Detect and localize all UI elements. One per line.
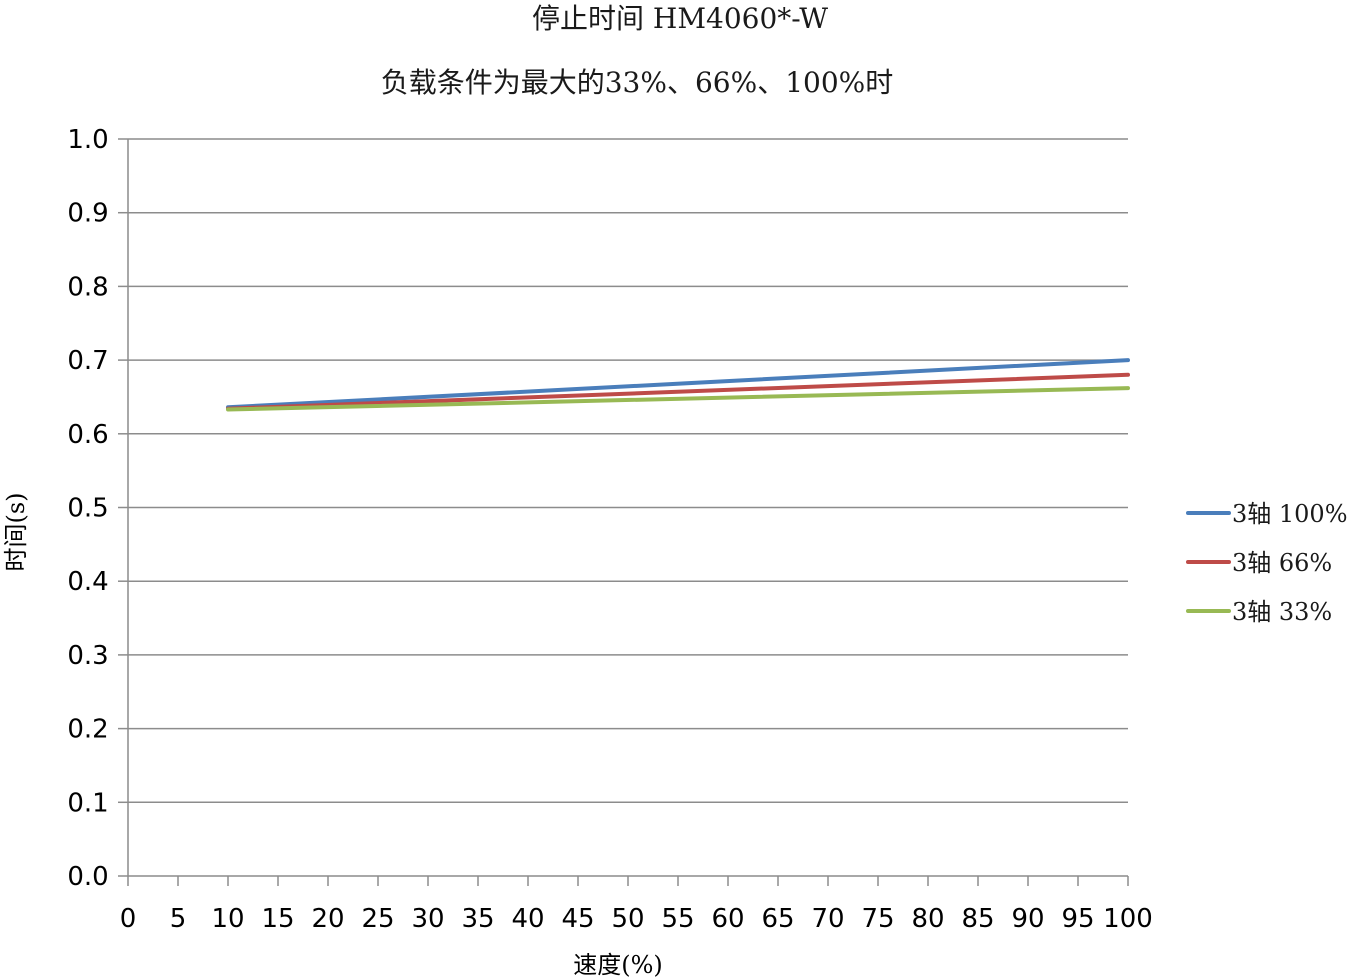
x-axis-label: 速度(%) bbox=[573, 951, 663, 979]
y-tick-label: 1.0 bbox=[67, 125, 108, 155]
y-tick-label: 0.2 bbox=[67, 715, 108, 745]
series-line bbox=[226, 386, 1130, 412]
legend-label: 3轴 66% bbox=[1232, 549, 1332, 577]
x-tick-label: 100 bbox=[1103, 904, 1153, 934]
x-tick-label: 95 bbox=[1061, 904, 1094, 934]
y-tick-label: 0.0 bbox=[67, 862, 108, 892]
y-tick-label: 0.4 bbox=[67, 567, 108, 597]
legend-label: 3轴 100% bbox=[1232, 500, 1348, 528]
x-tick-label: 30 bbox=[411, 904, 444, 934]
series-line bbox=[226, 372, 1130, 411]
x-tick-label: 80 bbox=[911, 904, 944, 934]
x-tick-label: 20 bbox=[311, 904, 344, 934]
y-tick-label: 0.1 bbox=[67, 788, 108, 818]
x-tick-label: 45 bbox=[561, 904, 594, 934]
legend-label: 3轴 33% bbox=[1232, 598, 1332, 626]
x-tick-label: 85 bbox=[961, 904, 994, 934]
x-tick-label: 60 bbox=[711, 904, 744, 934]
x-tick-label: 55 bbox=[661, 904, 694, 934]
x-tick-label: 10 bbox=[211, 904, 244, 934]
y-tick-label: 0.9 bbox=[67, 199, 108, 229]
chart-subtitle: 负载条件为最大的33%、66%、100%时 bbox=[381, 66, 894, 99]
series-lines bbox=[226, 358, 1130, 412]
legend: 3轴 100% 3轴 66% 3轴 33% bbox=[1186, 500, 1348, 626]
x-tick-label: 0 bbox=[120, 904, 137, 934]
x-tick-label: 25 bbox=[361, 904, 394, 934]
series-line bbox=[226, 358, 1130, 410]
x-tick-label: 70 bbox=[811, 904, 844, 934]
y-tick-labels: 0.0 0.1 0.2 0.3 0.4 0.5 0.6 0.7 0.8 0.9 1.0 bbox=[67, 125, 108, 892]
axes bbox=[118, 138, 1129, 886]
x-tick-label: 5 bbox=[170, 904, 187, 934]
x-tick-label: 90 bbox=[1011, 904, 1044, 934]
x-tick-label: 75 bbox=[861, 904, 894, 934]
y-axis-label: 时间(s) bbox=[2, 492, 30, 571]
x-tick-label: 50 bbox=[611, 904, 644, 934]
x-tick-labels: 0 5 10 15 20 25 30 35 40 45 50 55 60 65 70 75 80 85 90 95 10… bbox=[120, 904, 1153, 934]
x-tick-label: 40 bbox=[511, 904, 544, 934]
chart-title: 停止时间 HM4060*-W bbox=[532, 2, 828, 35]
y-tick-label: 0.6 bbox=[67, 420, 108, 450]
gridlines bbox=[128, 138, 1128, 804]
y-tick-label: 0.3 bbox=[67, 641, 108, 671]
y-tick-label: 0.8 bbox=[67, 272, 108, 302]
y-tick-label: 0.7 bbox=[67, 346, 108, 376]
y-tick-label: 0.5 bbox=[67, 494, 108, 524]
x-tick-label: 65 bbox=[761, 904, 794, 934]
x-tick-label: 15 bbox=[261, 904, 294, 934]
x-tick-label: 35 bbox=[461, 904, 494, 934]
